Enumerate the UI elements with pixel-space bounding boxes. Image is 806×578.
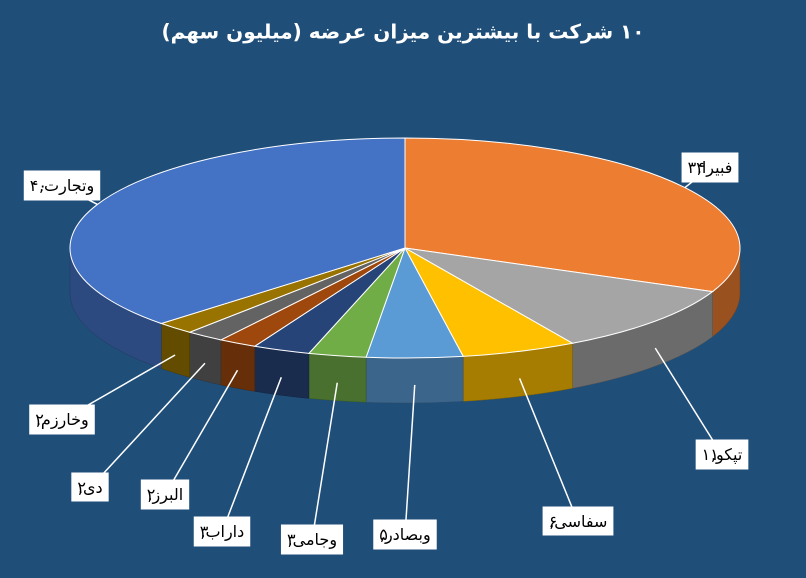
label-separator: , [39,176,44,195]
pie-side [220,339,255,392]
data-label: داراب,۳ [200,522,245,542]
value-label: ۲ [147,485,156,504]
label-box [140,479,190,510]
category-label: وتجارت [44,176,94,196]
data-label: وبصادر,۵ [379,525,430,545]
value-label: ۶ [549,512,558,531]
leader-line [221,376,283,533]
value-label: ۱۱ [702,445,719,464]
label-box [29,404,95,435]
data-label: تپکو,۱۱ [702,445,743,465]
label-separator: , [711,445,716,464]
category-label: وجامی [293,530,337,550]
label-box [681,152,739,183]
label-box [23,170,101,201]
data-label: فبیرا,۳۴ [688,158,733,178]
label-box [280,524,344,555]
data-label: وتجارت,۴۰ [30,176,94,196]
label-separator: , [380,525,385,544]
leader-line [518,378,579,523]
label-separator: , [147,485,152,504]
value-label: ۳۴ [688,158,705,177]
label-separator: , [200,522,205,541]
leader-line [654,347,723,456]
category-label: سفاسی [554,512,607,531]
leader-line [404,384,416,536]
value-label: ۳ [287,530,296,549]
pie-slice [404,247,714,344]
label-separator: , [288,530,293,549]
leader-line [164,369,239,496]
pie-side [254,346,310,399]
data-label: دی,۲ [77,478,102,497]
label-box [695,439,749,470]
value-label: ۴۰ [30,176,47,195]
leader-line [89,362,206,489]
data-label: وخارزم,۲ [35,410,89,430]
category-label: البرز [151,485,183,505]
category-label: وخارزم [41,410,89,430]
data-label: وجامی,۳ [287,530,337,550]
label-box [193,516,251,547]
data-label: البرز,۲ [147,485,183,505]
value-label: ۳ [200,522,209,541]
category-label: داراب [205,522,244,542]
label-box [71,472,109,502]
value-label: ۲ [35,410,44,429]
leader-line [311,382,338,541]
category-label: فبیرا [702,158,733,178]
category-label: وبصادر [384,525,431,545]
label-separator: , [697,158,702,177]
pie-side [308,353,367,403]
value-label: ۲ [77,478,86,497]
label-separator: , [36,410,41,429]
data-label: سفاسی,۶ [549,512,608,531]
value-label: ۵ [379,525,388,544]
label-separator: , [78,478,83,497]
label-box [542,506,614,536]
pie-side [189,331,222,386]
label-box [373,519,437,550]
chart-title: ۱۰ شرکت با بیشترین میزان عرضه (میلیون سه… [161,20,644,44]
category-label: دی [83,478,103,497]
category-label: تپکو [715,445,742,465]
label-separator: , [549,512,554,531]
